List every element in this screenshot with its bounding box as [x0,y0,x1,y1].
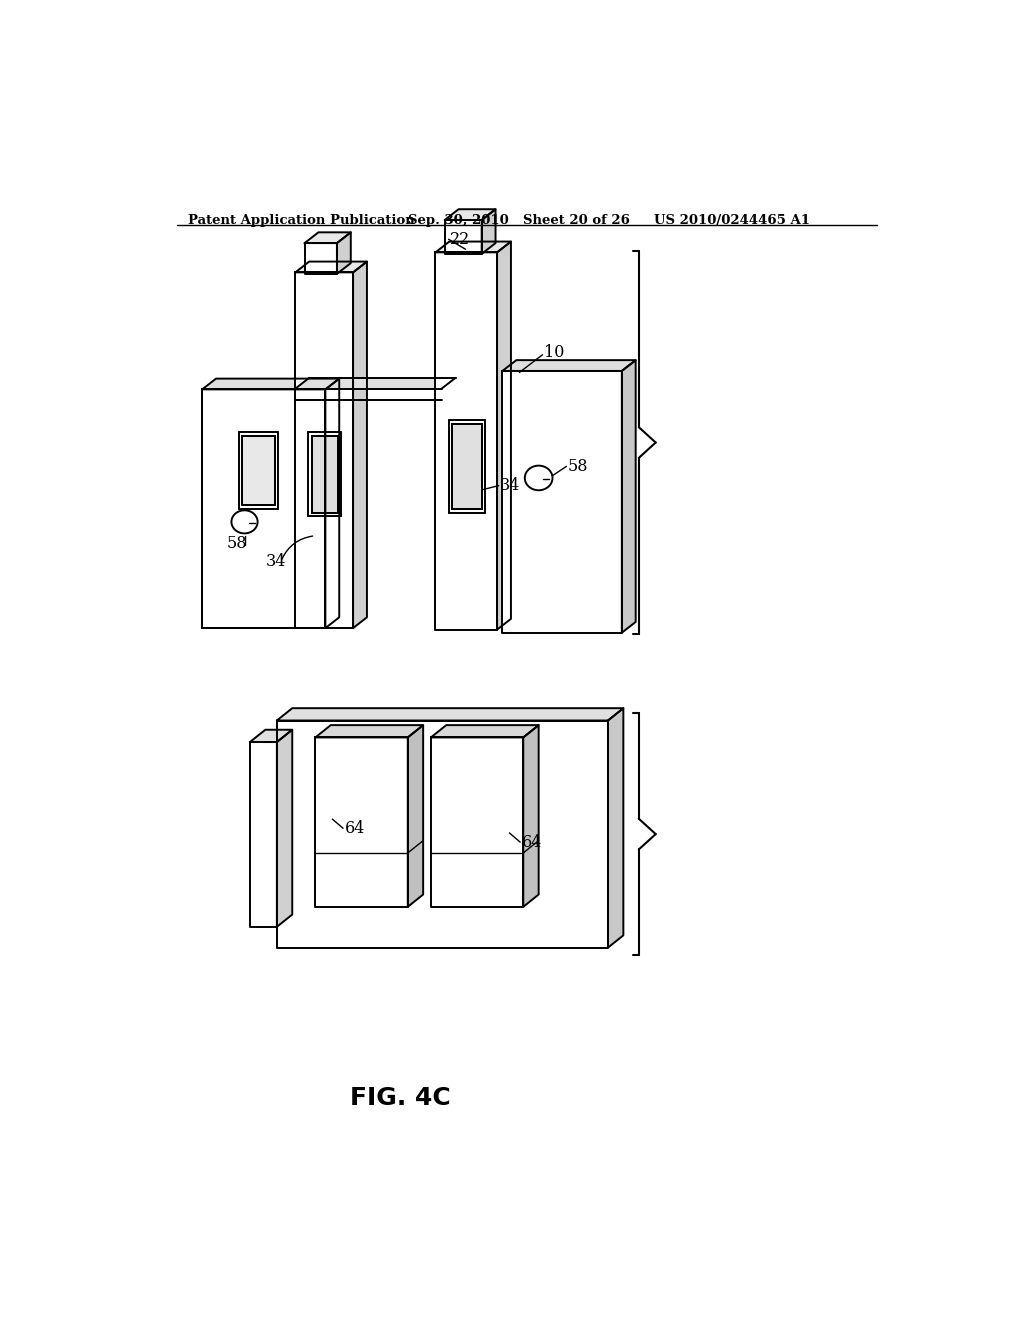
Text: FIG. 4C: FIG. 4C [350,1086,451,1110]
Text: Sheet 20 of 26: Sheet 20 of 26 [523,214,630,227]
Polygon shape [276,730,292,927]
Text: 34: 34 [265,553,286,570]
FancyArrowPatch shape [282,536,312,560]
Polygon shape [503,371,622,632]
Text: Patent Application Publication: Patent Application Publication [188,214,415,227]
Text: 64: 64 [521,834,542,850]
Polygon shape [337,232,351,275]
Polygon shape [431,738,523,907]
Text: 64: 64 [345,820,365,837]
Polygon shape [622,360,636,632]
Polygon shape [503,360,636,371]
Polygon shape [353,261,367,628]
Text: Sep. 30, 2010: Sep. 30, 2010 [408,214,509,227]
Polygon shape [523,725,539,907]
Polygon shape [295,272,353,628]
Polygon shape [497,242,511,630]
Text: 34: 34 [500,477,520,494]
Polygon shape [315,738,408,907]
Polygon shape [276,708,624,721]
Polygon shape [444,220,481,253]
Polygon shape [202,389,326,628]
Text: 58: 58 [568,458,589,475]
Polygon shape [315,725,423,738]
Polygon shape [243,436,274,506]
Polygon shape [431,725,539,738]
Text: 22: 22 [451,231,470,248]
Polygon shape [311,436,338,512]
Polygon shape [250,730,292,742]
Polygon shape [608,708,624,948]
Polygon shape [295,261,367,272]
Polygon shape [295,378,456,388]
Text: US 2010/0244465 A1: US 2010/0244465 A1 [654,214,810,227]
Polygon shape [276,721,608,948]
Text: 10: 10 [544,345,564,360]
Polygon shape [408,725,423,907]
Polygon shape [250,742,276,927]
Polygon shape [304,243,337,275]
Polygon shape [453,424,481,508]
Polygon shape [444,209,496,220]
Polygon shape [481,209,496,253]
Text: 58: 58 [226,535,248,552]
Polygon shape [304,232,351,243]
Polygon shape [435,242,511,252]
Polygon shape [435,252,497,630]
Polygon shape [202,379,339,389]
Polygon shape [326,379,339,628]
